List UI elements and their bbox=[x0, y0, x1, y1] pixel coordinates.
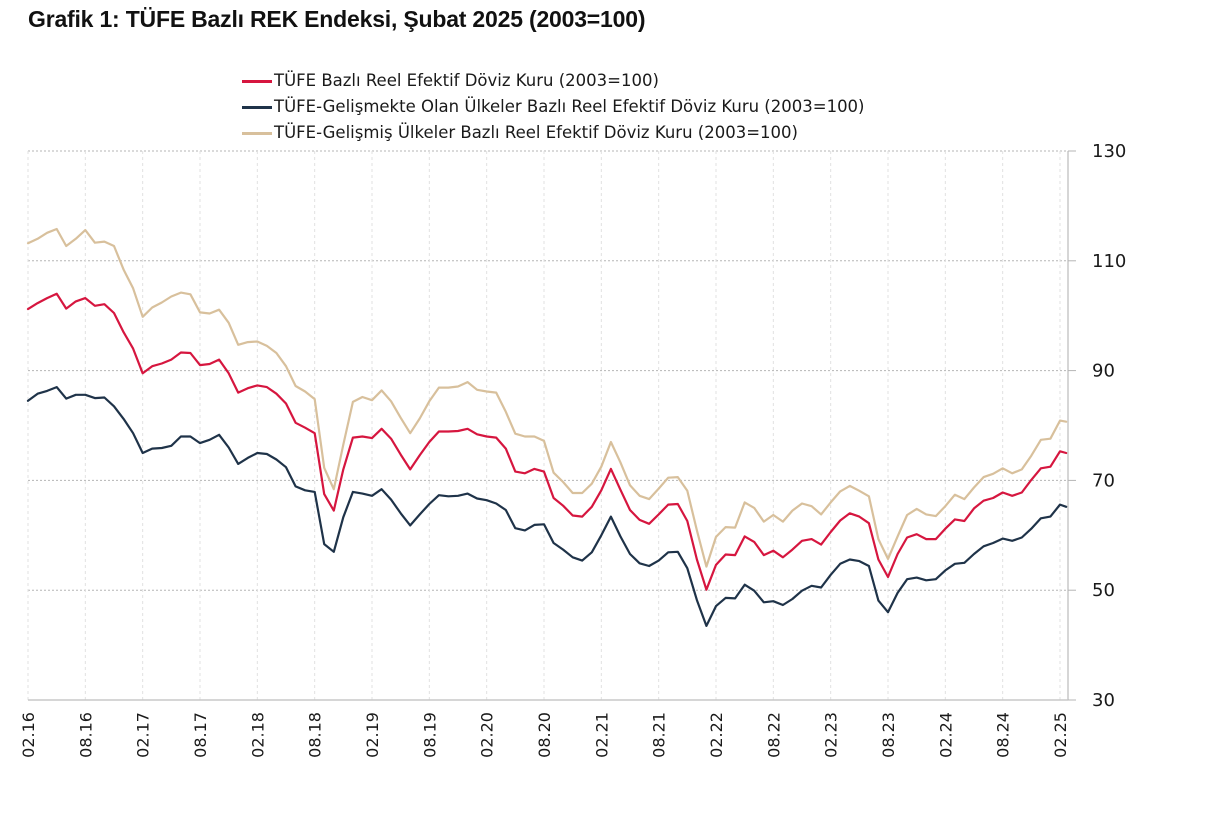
x-tick-label: 02.18 bbox=[248, 712, 267, 758]
series-line-developing bbox=[26, 386, 1068, 628]
x-tick-label: 08.20 bbox=[535, 712, 554, 758]
x-tick-label: 08.24 bbox=[994, 712, 1013, 758]
y-axis-ticks: 130 110 90 70 50 30 bbox=[1092, 141, 1126, 711]
y-tick-label: 70 bbox=[1092, 470, 1115, 491]
series-lines bbox=[26, 227, 1068, 628]
x-tick-label: 02.25 bbox=[1051, 712, 1070, 758]
y-tick-label: 50 bbox=[1092, 580, 1115, 601]
legend-item-tufe: TÜFE Bazlı Reel Efektif Döviz Kuru (2003… bbox=[242, 68, 865, 94]
x-tick-label: 08.22 bbox=[764, 712, 783, 758]
chart-title: Grafik 1: TÜFE Bazlı REK Endeksi, Şubat … bbox=[28, 6, 646, 32]
legend-swatch-tufe bbox=[242, 79, 272, 83]
series-line-tufe bbox=[26, 292, 1068, 591]
grid-lines bbox=[27, 150, 1068, 700]
y-tick-label: 90 bbox=[1092, 361, 1115, 382]
y-tick-label: 30 bbox=[1092, 690, 1115, 711]
legend-label-tufe: TÜFE Bazlı Reel Efektif Döviz Kuru (2003… bbox=[274, 71, 659, 90]
legend-item-developing: TÜFE-Gelişmekte Olan Ülkeler Bazlı Reel … bbox=[242, 94, 865, 120]
y-tick-label: 130 bbox=[1092, 141, 1126, 162]
axes bbox=[28, 150, 1076, 701]
x-tick-label: 08.18 bbox=[306, 712, 325, 758]
legend-swatch-developed bbox=[242, 131, 272, 135]
x-tick-label: 02.16 bbox=[19, 712, 38, 758]
x-tick-label: 02.22 bbox=[707, 712, 726, 758]
legend-item-developed: TÜFE-Gelişmiş Ülkeler Bazlı Reel Efektif… bbox=[242, 120, 865, 146]
y-tick-label: 110 bbox=[1092, 251, 1126, 272]
legend-label-developed: TÜFE-Gelişmiş Ülkeler Bazlı Reel Efektif… bbox=[274, 123, 798, 142]
x-tick-label: 08.21 bbox=[650, 712, 669, 758]
x-tick-label: 02.20 bbox=[478, 712, 497, 758]
x-tick-label: 02.24 bbox=[936, 712, 955, 758]
x-axis-ticks: 02.16 08.16 02.17 08.17 02.18 08.18 02.19 08.19… bbox=[19, 712, 1070, 758]
x-tick-label: 08.23 bbox=[879, 712, 898, 758]
x-tick-label: 08.17 bbox=[191, 712, 210, 758]
x-tick-label: 02.19 bbox=[363, 712, 382, 758]
x-tick-label: 02.21 bbox=[592, 712, 611, 758]
x-tick-label: 08.16 bbox=[76, 712, 95, 758]
legend-label-developing: TÜFE-Gelişmekte Olan Ülkeler Bazlı Reel … bbox=[274, 97, 865, 116]
x-tick-label: 02.17 bbox=[134, 712, 153, 758]
legend-swatch-developing bbox=[242, 105, 272, 109]
series-line-developed bbox=[26, 227, 1068, 568]
x-tick-label: 08.19 bbox=[420, 712, 439, 758]
chart-legend: TÜFE Bazlı Reel Efektif Döviz Kuru (2003… bbox=[242, 68, 865, 146]
x-tick-label: 02.23 bbox=[822, 712, 841, 758]
